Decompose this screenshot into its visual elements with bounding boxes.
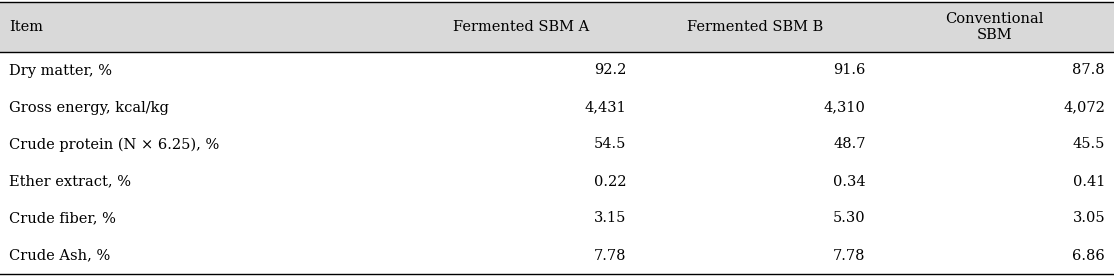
Text: 87.8: 87.8: [1073, 63, 1105, 78]
Text: 5.30: 5.30: [833, 211, 866, 225]
Text: Dry matter, %: Dry matter, %: [9, 63, 111, 78]
Text: Fermented SBM B: Fermented SBM B: [686, 20, 823, 34]
Text: 48.7: 48.7: [833, 137, 866, 152]
Text: Crude Ash, %: Crude Ash, %: [9, 248, 110, 262]
Text: Item: Item: [9, 20, 43, 34]
Text: Conventional
SBM: Conventional SBM: [945, 12, 1044, 42]
Text: 45.5: 45.5: [1073, 137, 1105, 152]
Text: 54.5: 54.5: [594, 137, 626, 152]
Text: 91.6: 91.6: [833, 63, 866, 78]
Text: 7.78: 7.78: [833, 248, 866, 262]
Text: 92.2: 92.2: [594, 63, 626, 78]
Bar: [0, 2, 1114, 52]
Text: Crude fiber, %: Crude fiber, %: [9, 211, 116, 225]
Text: 4,431: 4,431: [585, 100, 626, 115]
Text: 7.78: 7.78: [594, 248, 626, 262]
Text: 0.41: 0.41: [1073, 174, 1105, 189]
Text: 0.22: 0.22: [594, 174, 626, 189]
Text: Gross energy, kcal/kg: Gross energy, kcal/kg: [9, 100, 169, 115]
Text: 4,310: 4,310: [823, 100, 866, 115]
Text: 4,072: 4,072: [1063, 100, 1105, 115]
Text: Crude protein (N × 6.25), %: Crude protein (N × 6.25), %: [9, 137, 219, 152]
Text: 3.15: 3.15: [594, 211, 626, 225]
Text: 3.05: 3.05: [1073, 211, 1105, 225]
Text: 6.86: 6.86: [1073, 248, 1105, 262]
Text: 0.34: 0.34: [833, 174, 866, 189]
Text: Ether extract, %: Ether extract, %: [9, 174, 131, 189]
Text: Fermented SBM A: Fermented SBM A: [452, 20, 589, 34]
